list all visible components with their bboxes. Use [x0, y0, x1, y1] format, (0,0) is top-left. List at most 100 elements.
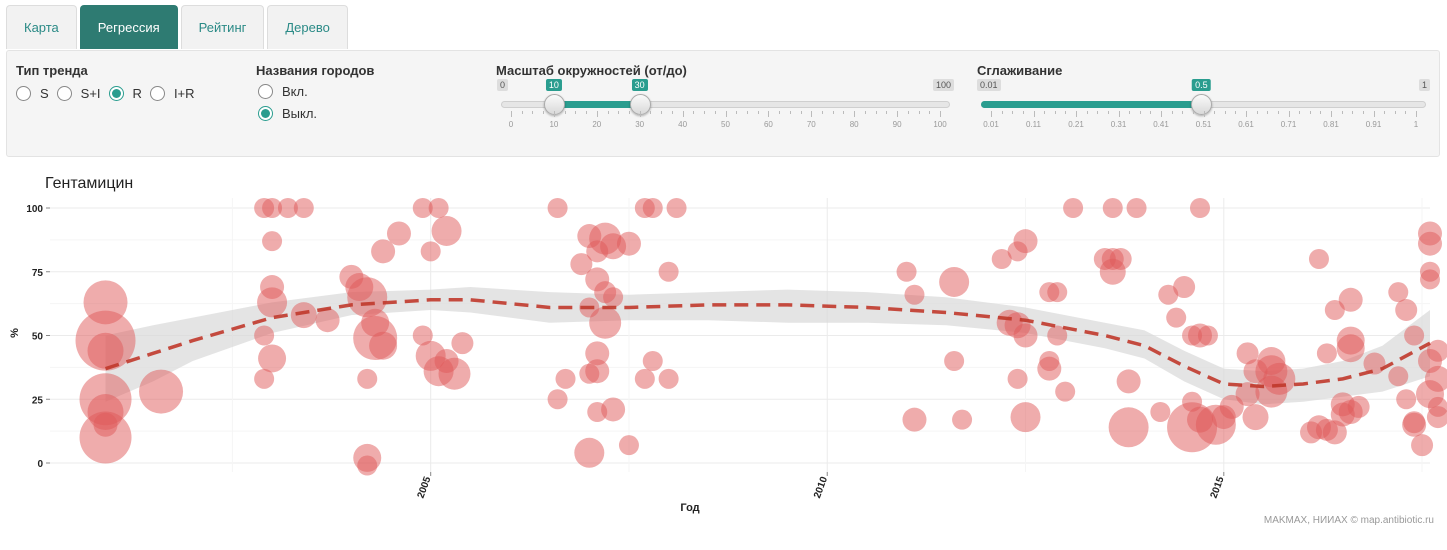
data-point — [1411, 434, 1434, 457]
smoothing-label: Сглаживание — [977, 63, 1063, 78]
data-point — [254, 325, 275, 346]
data-point — [1395, 299, 1418, 321]
footer-credits: MAKMAX, НИИАХ © map.antibiotic.ru — [1263, 515, 1434, 526]
data-point — [585, 359, 610, 384]
slider-tick — [779, 111, 781, 114]
slider-tick — [521, 111, 523, 114]
slider-tick-label: 1 — [1413, 120, 1419, 129]
slider-tick — [543, 111, 545, 114]
scale-range-slider[interactable]: 0 100 10 30 0 10 20 30 40 50 60 70 80 90 100 — [497, 79, 954, 136]
y-tick-label: 0 — [37, 459, 43, 470]
data-point — [939, 266, 970, 297]
tab-tree[interactable]: Дерево — [267, 5, 348, 49]
data-point — [438, 357, 471, 390]
trend-option-ir[interactable]: I+R — [149, 86, 195, 101]
data-point — [658, 261, 679, 282]
tab-regression[interactable]: Регрессия — [79, 5, 178, 49]
slider-tick-label: 0.51 — [1195, 120, 1212, 129]
slider-tick — [607, 111, 609, 114]
slider-tick — [1267, 111, 1269, 114]
data-point — [570, 253, 593, 276]
data-point — [386, 221, 411, 246]
data-point — [1173, 276, 1196, 299]
slider-tick — [596, 111, 598, 117]
data-point — [1255, 375, 1288, 408]
data-point — [1363, 352, 1386, 375]
data-point — [618, 435, 639, 456]
radio-ir[interactable] — [149, 86, 165, 101]
slider-tick — [1012, 111, 1014, 114]
radio-si[interactable] — [56, 86, 72, 101]
trend-option-r[interactable]: R — [108, 86, 142, 101]
data-point — [1316, 343, 1337, 364]
slider-tick — [907, 111, 909, 114]
data-point — [1063, 198, 1084, 218]
slider-tick — [1309, 111, 1311, 114]
data-point — [79, 411, 132, 464]
city-names-on[interactable]: Вкл. — [258, 84, 308, 99]
scale-label: Масштаб окружностей (от/до) — [496, 63, 687, 78]
radio-on[interactable] — [258, 84, 273, 99]
data-point — [1158, 284, 1179, 305]
smoothing-handle[interactable] — [1191, 94, 1213, 115]
control-panel: Тип тренда S S+I R I+R Названия городов … — [6, 50, 1440, 157]
trend-type-label: Тип тренда — [16, 63, 88, 78]
slider-tick-label: 100 — [933, 120, 947, 129]
slider-tick — [1394, 111, 1396, 114]
slider-tick — [1416, 111, 1417, 117]
data-point — [1010, 402, 1041, 433]
slider-tick — [1076, 111, 1077, 117]
trend-type-radios: S S+I R I+R — [16, 86, 203, 101]
scale-track[interactable] — [501, 101, 950, 108]
slider-tick — [1246, 111, 1247, 117]
data-point — [1404, 325, 1425, 346]
tab-rating[interactable]: Рейтинг — [180, 5, 265, 49]
slider-tick — [1256, 111, 1258, 114]
slider-tick — [682, 111, 684, 117]
data-point — [428, 198, 449, 218]
y-axis-label: % — [9, 328, 21, 338]
slider-tick — [1139, 111, 1141, 114]
trend-option-s[interactable]: S — [16, 86, 49, 101]
tab-map[interactable]: Карта — [6, 5, 77, 49]
slider-tick — [940, 111, 941, 117]
trend-option-si[interactable]: S+I — [56, 86, 101, 101]
smoothing-slider[interactable]: 0.01 1 0.5 0.01 0.11 0.21 0.31 0.41 0.51 0.61 0… — [977, 79, 1430, 136]
radio-s[interactable] — [16, 86, 31, 101]
data-point — [420, 241, 441, 262]
slider-tick — [746, 111, 748, 114]
trend-option-label: S — [40, 86, 49, 101]
data-point — [1324, 300, 1345, 320]
slider-tick — [832, 111, 834, 114]
slider-tick-label: 0.91 — [1365, 120, 1382, 129]
slider-tick — [918, 111, 920, 114]
slider-tick — [1033, 111, 1035, 117]
slider-tick — [875, 111, 877, 114]
data-point — [139, 369, 184, 414]
slider-tick — [897, 111, 899, 117]
city-names-off[interactable]: Выкл. — [258, 106, 317, 121]
slider-tick-label: 0.81 — [1323, 120, 1339, 129]
slider-tick — [1182, 111, 1184, 114]
data-point — [574, 437, 605, 468]
slider-tick-label: 60 — [763, 120, 773, 129]
slider-tick — [1001, 111, 1003, 114]
data-point — [1338, 287, 1363, 312]
radio-off[interactable] — [258, 106, 273, 121]
slider-tick — [639, 111, 641, 117]
slider-tick-label: 0 — [508, 120, 514, 129]
y-tick-label: 25 — [32, 395, 44, 406]
data-point — [1197, 325, 1218, 346]
radio-r[interactable] — [108, 86, 124, 101]
data-point — [347, 277, 388, 318]
data-point — [666, 198, 687, 218]
data-point — [944, 351, 965, 371]
data-point — [991, 249, 1012, 269]
slider-tick-label: 0.21 — [1068, 120, 1084, 129]
data-point — [258, 344, 287, 373]
data-point — [290, 302, 317, 329]
slider-tick — [1214, 111, 1216, 114]
data-point — [896, 261, 917, 282]
data-point — [1166, 307, 1187, 328]
